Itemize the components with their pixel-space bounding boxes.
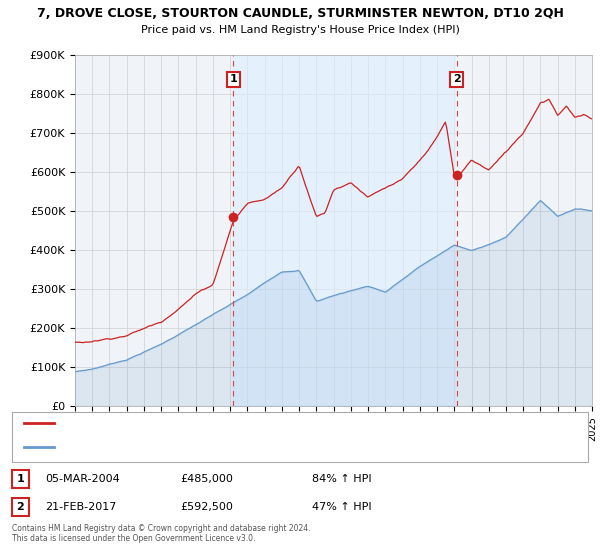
Text: This data is licensed under the Open Government Licence v3.0.: This data is licensed under the Open Gov… xyxy=(12,534,256,543)
Text: 7, DROVE CLOSE, STOURTON CAUNDLE, STURMINSTER NEWTON, DT10 2QH: 7, DROVE CLOSE, STOURTON CAUNDLE, STURMI… xyxy=(37,7,563,20)
Text: 84% ↑ HPI: 84% ↑ HPI xyxy=(312,474,371,484)
Text: 21-FEB-2017: 21-FEB-2017 xyxy=(45,502,116,512)
Text: Price paid vs. HM Land Registry's House Price Index (HPI): Price paid vs. HM Land Registry's House … xyxy=(140,25,460,35)
Text: 1: 1 xyxy=(229,74,237,85)
Text: £485,000: £485,000 xyxy=(180,474,233,484)
Text: 1: 1 xyxy=(17,474,24,484)
Text: 2: 2 xyxy=(452,74,460,85)
Text: Contains HM Land Registry data © Crown copyright and database right 2024.: Contains HM Land Registry data © Crown c… xyxy=(12,524,311,533)
Text: 47% ↑ HPI: 47% ↑ HPI xyxy=(312,502,371,512)
Text: £592,500: £592,500 xyxy=(180,502,233,512)
Text: 05-MAR-2004: 05-MAR-2004 xyxy=(45,474,120,484)
Text: HPI: Average price, detached house, Dorset: HPI: Average price, detached house, Dors… xyxy=(60,442,257,451)
Text: 2: 2 xyxy=(17,502,24,512)
Text: 7, DROVE CLOSE, STOURTON CAUNDLE, STURMINSTER NEWTON, DT10 2QH (detached h: 7, DROVE CLOSE, STOURTON CAUNDLE, STURMI… xyxy=(60,418,458,427)
